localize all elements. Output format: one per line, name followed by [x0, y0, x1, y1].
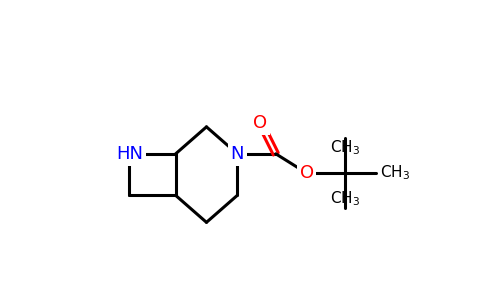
Text: CH$_3$: CH$_3$: [380, 164, 410, 182]
Text: CH$_3$: CH$_3$: [330, 138, 360, 157]
Text: CH$_3$: CH$_3$: [330, 189, 360, 208]
Text: O: O: [253, 114, 268, 132]
Text: N: N: [230, 145, 244, 163]
Text: O: O: [300, 164, 314, 182]
Text: HN: HN: [116, 145, 143, 163]
